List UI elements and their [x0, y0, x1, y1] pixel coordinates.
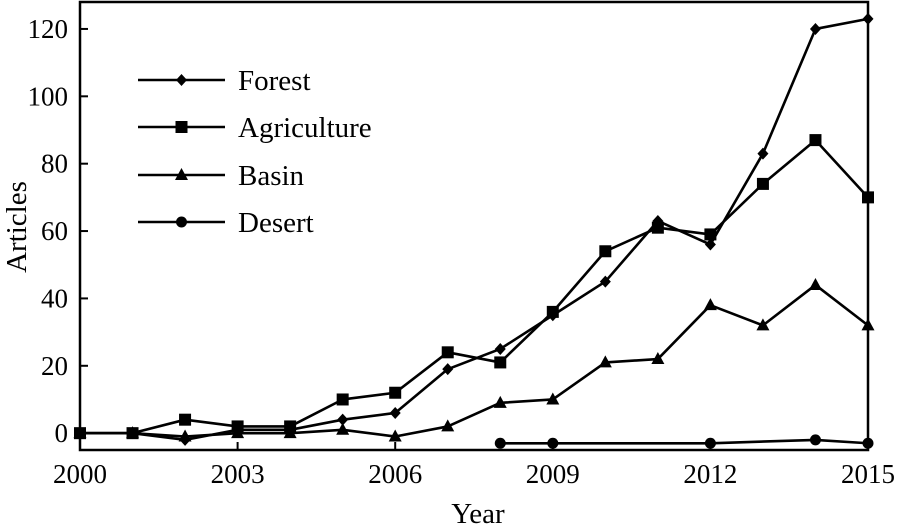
legend-marker-basin: [175, 168, 188, 180]
data-point-forest: [757, 147, 769, 160]
y-tick-label: 120: [28, 14, 69, 44]
data-point-agriculture: [494, 356, 507, 369]
data-point-basin: [388, 429, 402, 442]
data-point-desert: [547, 437, 559, 449]
y-axis-title: Articles: [1, 181, 33, 273]
y-tick-label: 40: [41, 283, 68, 313]
data-point-basin: [651, 352, 665, 365]
data-point-basin: [336, 422, 350, 435]
data-point-forest: [442, 363, 454, 376]
series-line-agriculture: [80, 138, 869, 435]
y-tick-label: 20: [41, 351, 68, 381]
data-point-agriculture: [546, 305, 559, 318]
data-point-agriculture: [756, 177, 769, 190]
legend-marker-desert: [176, 216, 187, 228]
y-tick-label: 60: [41, 216, 68, 246]
data-point-agriculture: [336, 393, 349, 406]
data-point-forest: [862, 12, 874, 25]
data-point-desert: [862, 437, 874, 449]
y-tick-label: 100: [28, 81, 69, 111]
series-agriculture: [74, 134, 874, 440]
legend-label-basin: Basin: [238, 160, 305, 192]
data-point-desert: [704, 437, 716, 449]
data-point-desert: [809, 434, 821, 446]
legend-item-forest: Forest: [138, 65, 311, 97]
data-point-agriculture: [441, 346, 454, 359]
data-point-forest: [337, 413, 349, 426]
data-point-agriculture: [809, 134, 822, 147]
x-tick-label: 2012: [683, 459, 737, 489]
data-point-agriculture: [179, 413, 192, 426]
series-lines: [73, 12, 875, 449]
data-point-agriculture: [389, 386, 402, 399]
series-basin: [73, 277, 875, 442]
data-point-forest: [494, 342, 506, 355]
legend-marker-forest: [176, 74, 187, 86]
data-point-basin: [126, 426, 140, 439]
data-point-forest: [704, 238, 716, 251]
data-point-basin: [283, 426, 297, 439]
legend-label-desert: Desert: [238, 207, 314, 239]
data-point-basin: [598, 355, 612, 368]
data-point-basin: [441, 419, 455, 432]
legend: Forest Agriculture Basin Desert: [138, 65, 372, 239]
data-point-agriculture: [862, 191, 874, 204]
data-point-forest: [389, 406, 401, 419]
data-point-basin: [231, 426, 245, 439]
x-tick-label: 2015: [841, 459, 895, 489]
legend-label-agriculture: Agriculture: [238, 112, 372, 144]
data-point-basin: [73, 426, 87, 439]
data-point-basin: [756, 318, 770, 331]
plot-border: [78, 0, 870, 452]
data-point-forest: [809, 22, 821, 35]
x-tick-label: 2000: [53, 459, 107, 489]
data-point-agriculture: [704, 228, 717, 241]
legend-item-desert: Desert: [138, 207, 314, 239]
series-line-forest: [80, 17, 869, 442]
data-point-agriculture: [599, 245, 612, 258]
data-point-basin: [861, 318, 875, 331]
data-point-basin: [493, 395, 507, 408]
data-point-forest: [599, 275, 611, 288]
x-tick-label: 2003: [211, 459, 265, 489]
legend-label-forest: Forest: [238, 65, 311, 97]
x-tick-label: 2009: [526, 459, 580, 489]
data-point-basin: [703, 298, 717, 311]
data-point-desert: [494, 437, 506, 449]
series-line-basin: [80, 283, 869, 438]
y-tick-label: 0: [55, 418, 69, 448]
data-point-basin: [808, 277, 822, 290]
plot-frame: [78, 0, 870, 452]
data-point-agriculture: [651, 221, 664, 234]
series-desert: [494, 434, 874, 449]
x-axis-title: Year: [451, 498, 505, 525]
legend-item-basin: Basin: [138, 160, 305, 192]
axis-ticks: 2000 2003 2006 2009 2012 2015 0 20 40 60 80 100 120: [28, 14, 896, 489]
y-tick-label: 80: [41, 149, 68, 179]
x-tick-label: 2006: [368, 459, 422, 489]
data-point-basin: [178, 429, 192, 442]
series-forest: [74, 12, 874, 446]
data-point-basin: [546, 392, 560, 405]
legend-marker-agriculture: [175, 121, 188, 133]
legend-item-agriculture: Agriculture: [138, 112, 372, 144]
